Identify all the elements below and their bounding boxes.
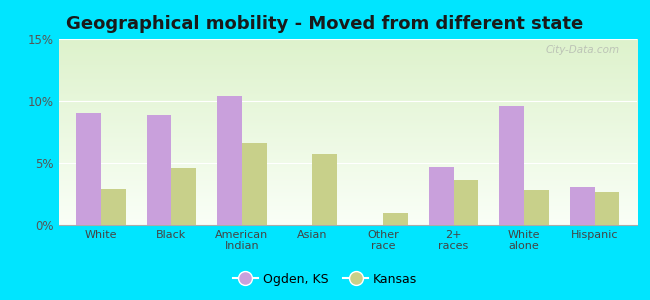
Bar bbox=[76, 113, 101, 225]
Bar bbox=[570, 187, 595, 225]
Bar bbox=[172, 168, 196, 225]
Bar bbox=[454, 180, 478, 225]
Bar bbox=[101, 189, 125, 225]
Bar bbox=[429, 167, 454, 225]
Bar bbox=[147, 115, 172, 225]
Bar bbox=[217, 96, 242, 225]
Text: Geographical mobility - Moved from different state: Geographical mobility - Moved from diffe… bbox=[66, 15, 584, 33]
Bar bbox=[242, 143, 266, 225]
Bar bbox=[499, 106, 524, 225]
Bar bbox=[595, 191, 619, 225]
Bar bbox=[524, 190, 549, 225]
Bar bbox=[313, 154, 337, 225]
Bar bbox=[383, 213, 408, 225]
Legend: Ogden, KS, Kansas: Ogden, KS, Kansas bbox=[227, 268, 422, 291]
Text: City-Data.com: City-Data.com bbox=[545, 45, 619, 55]
